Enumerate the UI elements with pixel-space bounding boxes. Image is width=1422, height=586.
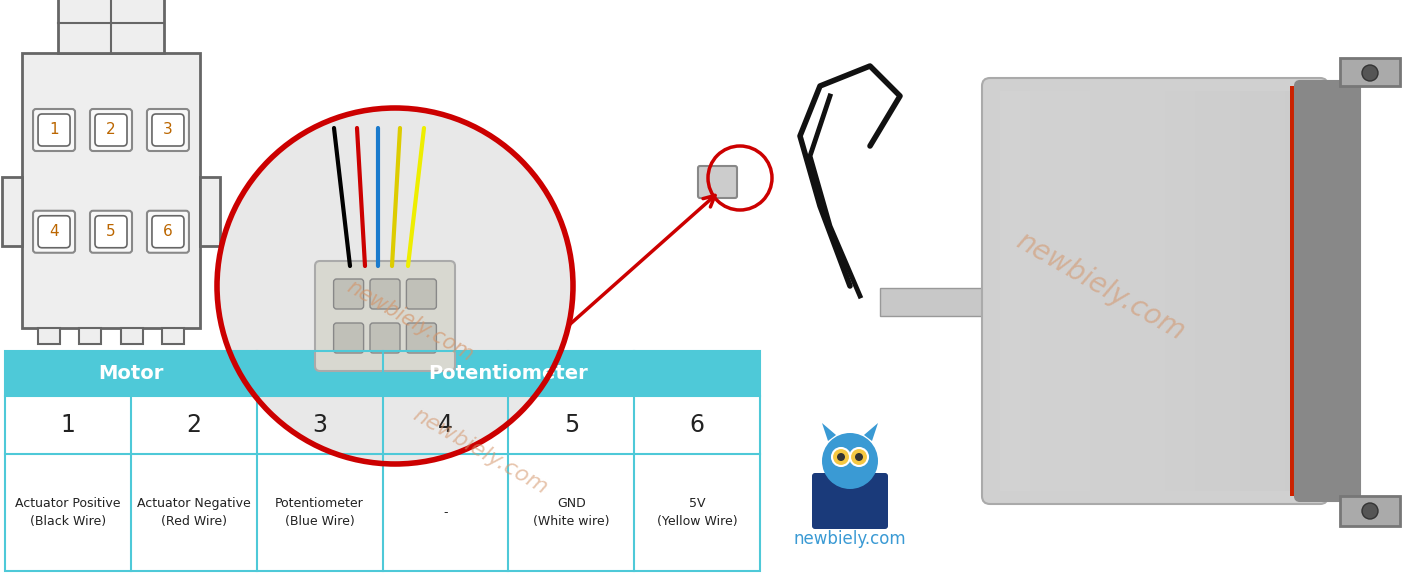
Bar [6, 351, 759, 571]
Text: 1: 1 [61, 413, 75, 437]
FancyBboxPatch shape [95, 114, 127, 146]
FancyBboxPatch shape [38, 114, 70, 146]
Bar [6, 351, 759, 396]
Text: newbiely.com: newbiely.com [793, 530, 906, 548]
Bar [1030, 91, 1045, 491]
FancyBboxPatch shape [146, 211, 189, 253]
FancyBboxPatch shape [370, 279, 400, 309]
Bar [880, 288, 1000, 316]
FancyBboxPatch shape [407, 279, 437, 309]
FancyBboxPatch shape [90, 109, 132, 151]
FancyBboxPatch shape [1295, 81, 1359, 501]
Bar [1290, 86, 1305, 496]
Text: 3: 3 [311, 413, 327, 437]
FancyBboxPatch shape [38, 216, 70, 248]
FancyBboxPatch shape [316, 261, 455, 371]
Bar [1015, 91, 1030, 491]
Circle shape [1362, 503, 1378, 519]
Circle shape [832, 448, 850, 466]
Bar [6, 351, 759, 571]
Bar [78, 328, 101, 344]
Bar [1224, 91, 1240, 491]
Text: 4: 4 [438, 413, 454, 437]
Bar [1180, 91, 1194, 491]
Text: GND
(White wire): GND (White wire) [533, 497, 610, 528]
Text: newbiely.com: newbiely.com [1011, 226, 1189, 346]
Text: newbiely.com: newbiely.com [343, 277, 476, 366]
Bar [1340, 58, 1401, 86]
FancyBboxPatch shape [983, 78, 1328, 504]
Polygon shape [865, 423, 877, 441]
Bar [1121, 91, 1135, 491]
Bar [1045, 91, 1059, 491]
Bar [1000, 91, 1015, 491]
Bar [1059, 91, 1075, 491]
Text: Potentiometer
(Blue Wire): Potentiometer (Blue Wire) [276, 497, 364, 528]
Bar [121, 328, 144, 344]
Bar [1, 177, 21, 246]
Circle shape [850, 448, 867, 466]
Text: 6: 6 [690, 413, 704, 437]
Bar [162, 328, 185, 344]
Text: Potentiometer: Potentiometer [428, 364, 589, 383]
Bar [1194, 91, 1210, 491]
Bar [1256, 91, 1270, 491]
FancyBboxPatch shape [152, 114, 183, 146]
FancyBboxPatch shape [334, 323, 364, 353]
FancyBboxPatch shape [812, 473, 887, 529]
Text: Actuator Negative
(Red Wire): Actuator Negative (Red Wire) [137, 497, 250, 528]
FancyBboxPatch shape [334, 279, 364, 309]
Bar [1340, 496, 1401, 526]
Text: 2: 2 [107, 122, 115, 138]
Text: 4: 4 [50, 224, 58, 239]
Circle shape [1362, 65, 1378, 81]
FancyBboxPatch shape [33, 109, 75, 151]
FancyBboxPatch shape [370, 323, 400, 353]
Bar [1285, 91, 1300, 491]
Text: 6: 6 [164, 224, 173, 239]
Bar [1105, 91, 1121, 491]
Bar [1270, 91, 1285, 491]
Text: 2: 2 [186, 413, 202, 437]
Text: 3: 3 [164, 122, 173, 138]
Circle shape [822, 433, 877, 489]
Text: newbiely.com: newbiely.com [410, 404, 550, 498]
Bar [201, 177, 220, 246]
FancyBboxPatch shape [90, 211, 132, 253]
Bar [1091, 91, 1105, 491]
Text: -: - [444, 506, 448, 519]
Bar [1075, 91, 1091, 491]
Bar [58, 0, 165, 53]
Text: 5V
(Yellow Wire): 5V (Yellow Wire) [657, 497, 738, 528]
FancyBboxPatch shape [146, 109, 189, 151]
Text: Actuator Positive
(Black Wire): Actuator Positive (Black Wire) [16, 497, 121, 528]
Polygon shape [822, 423, 836, 441]
Bar [1210, 91, 1224, 491]
Text: 1: 1 [50, 122, 58, 138]
Text: 5: 5 [563, 413, 579, 437]
FancyBboxPatch shape [95, 216, 127, 248]
FancyBboxPatch shape [698, 166, 737, 198]
Bar [1165, 91, 1180, 491]
Bar [1135, 91, 1150, 491]
FancyBboxPatch shape [152, 216, 183, 248]
FancyBboxPatch shape [33, 211, 75, 253]
FancyBboxPatch shape [407, 323, 437, 353]
Circle shape [838, 453, 845, 461]
Circle shape [218, 108, 573, 464]
Bar [21, 53, 201, 328]
Bar [38, 328, 60, 344]
Bar [1240, 91, 1256, 491]
Circle shape [855, 453, 863, 461]
Text: 5: 5 [107, 224, 115, 239]
Bar [1150, 91, 1165, 491]
Text: Motor: Motor [98, 364, 164, 383]
